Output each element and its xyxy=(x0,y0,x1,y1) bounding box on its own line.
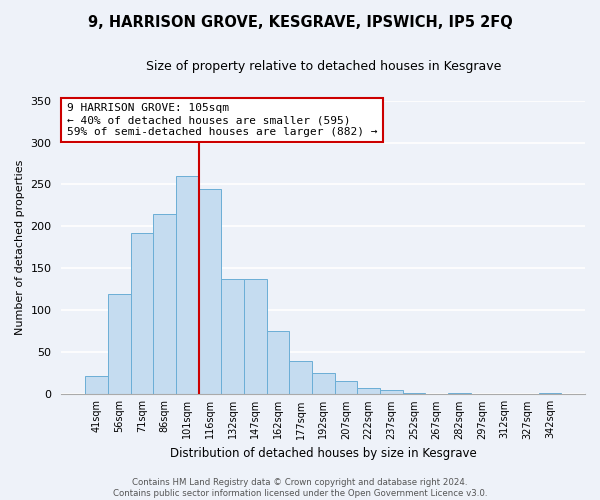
Text: 9, HARRISON GROVE, KESGRAVE, IPSWICH, IP5 2FQ: 9, HARRISON GROVE, KESGRAVE, IPSWICH, IP… xyxy=(88,15,512,30)
Bar xyxy=(131,233,153,394)
Bar xyxy=(289,360,312,394)
Bar xyxy=(312,374,335,394)
Bar xyxy=(221,280,244,394)
Bar xyxy=(108,294,131,394)
Bar xyxy=(266,330,289,394)
Bar xyxy=(380,390,403,394)
Bar xyxy=(153,214,176,394)
Bar xyxy=(199,188,221,394)
Bar xyxy=(539,392,561,394)
Title: Size of property relative to detached houses in Kesgrave: Size of property relative to detached ho… xyxy=(146,60,501,73)
Bar xyxy=(244,280,266,394)
Bar xyxy=(335,381,357,394)
Text: Contains HM Land Registry data © Crown copyright and database right 2024.
Contai: Contains HM Land Registry data © Crown c… xyxy=(113,478,487,498)
Bar xyxy=(176,176,199,394)
Bar xyxy=(85,376,108,394)
Bar xyxy=(448,392,470,394)
Bar xyxy=(357,388,380,394)
Y-axis label: Number of detached properties: Number of detached properties xyxy=(15,160,25,335)
X-axis label: Distribution of detached houses by size in Kesgrave: Distribution of detached houses by size … xyxy=(170,447,476,460)
Text: 9 HARRISON GROVE: 105sqm
← 40% of detached houses are smaller (595)
59% of semi-: 9 HARRISON GROVE: 105sqm ← 40% of detach… xyxy=(67,104,377,136)
Bar xyxy=(403,392,425,394)
